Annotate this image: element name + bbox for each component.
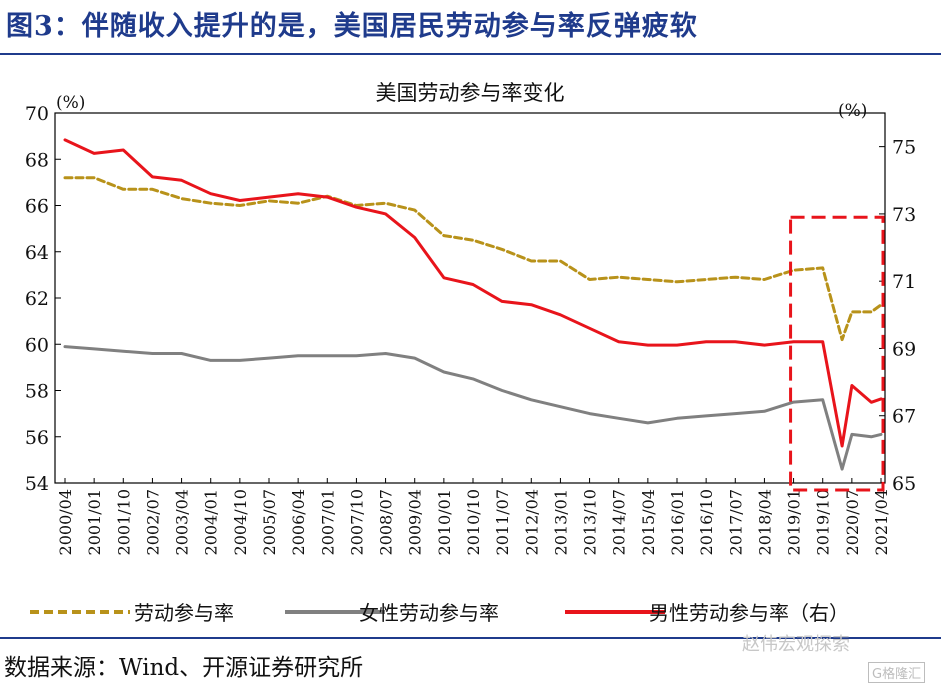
right-tick-label: 73 [892,204,916,226]
watermark-badge: G格隆汇 [868,662,926,683]
left-tick-label: 70 [25,103,49,125]
series-line-女性劳动参与率 [63,345,883,471]
x-tick-label: 2017/07 [726,489,745,555]
legend-label: 劳动参与率 [134,601,234,625]
x-tick-label: 2002/07 [143,489,162,555]
chart-title: 美国劳动参与率变化 [376,81,565,105]
legend-label: 男性劳动参与率（右） [649,601,849,625]
left-unit-label: (%) [56,93,85,113]
x-tick-label: 2005/07 [260,489,279,555]
left-tick-label: 64 [25,242,49,264]
source-note: 数据来源：Wind、开源证券研究所 [4,655,364,681]
figure-title: 图3：伴随收入提升的是，美国居民劳动参与率反弹疲软 [6,11,698,42]
left-tick-label: 60 [25,334,49,356]
x-tick-label: 2018/04 [755,489,774,555]
x-tick-label: 2007/10 [347,489,366,555]
x-tick-label: 2011/07 [493,489,512,555]
x-tick-label: 2001/10 [114,489,133,555]
x-tick-label: 2009/04 [406,489,425,555]
x-tick-label: 2019/01 [785,489,804,555]
plot-frame [54,112,886,484]
watermark: 赵伟宏观探索 [742,634,850,655]
series-layer [63,138,883,471]
x-tick-label: 2008/07 [377,489,396,555]
left-tick-label: 58 [25,381,49,403]
x-tick-label: 2016/10 [697,489,716,555]
legend-label: 女性劳动参与率 [359,601,499,625]
highlight-layer [789,215,885,492]
x-tick-label: 2010/01 [435,489,454,555]
left-tick-label: 66 [25,196,49,218]
x-tick-label: 2001/01 [85,489,104,555]
x-tick-label: 2004/10 [231,489,250,555]
x-tick-label: 2020/07 [843,489,862,555]
x-tick-label: 2014/07 [610,489,629,555]
x-tick-label: 2004/01 [202,489,221,555]
chart: 美国劳动参与率变化 (%) (%) 54 56 58 60 62 64 66 68 70 65 67… [25,81,916,625]
right-tick-label: 65 [892,473,916,495]
x-tick-label: 2012/04 [522,489,541,555]
x-tick-label: 2013/01 [551,489,570,555]
x-tick-label: 2000/04 [56,489,75,555]
left-tick-label: 62 [25,288,49,310]
right-tick-label: 69 [892,338,916,360]
x-tick-label: 2016/01 [668,489,687,555]
right-tick-label: 71 [892,271,916,293]
left-tick-label: 56 [25,427,49,449]
series-line-男性劳动参与率（右） [63,138,883,448]
highlight-box [789,215,885,492]
left-tick-label: 54 [25,473,49,495]
x-tick-label: 2019/10 [814,489,833,555]
x-tick-label: 2010/10 [464,489,483,555]
x-tick-label: 2006/04 [289,489,308,555]
legend: 劳动参与率 女性劳动参与率 男性劳动参与率（右） [30,601,849,625]
source-rule [0,637,941,639]
title-rule [0,53,941,55]
series-line-劳动参与率 [63,176,883,342]
x-tick-label: 2003/04 [173,489,192,555]
x-tick-label: 2015/04 [639,489,658,555]
right-unit-label: (%) [838,101,867,121]
axes: 54 56 58 60 62 64 66 68 70 65 67 69 71 73 75 2000/04 200… [25,103,916,555]
x-tick-label: 2013/10 [581,489,600,555]
x-tick-label: 2021/04 [872,489,891,555]
right-tick-label: 67 [892,406,916,428]
left-tick-label: 68 [25,149,49,171]
right-tick-label: 75 [892,137,916,159]
x-tick-label: 2007/01 [318,489,337,555]
